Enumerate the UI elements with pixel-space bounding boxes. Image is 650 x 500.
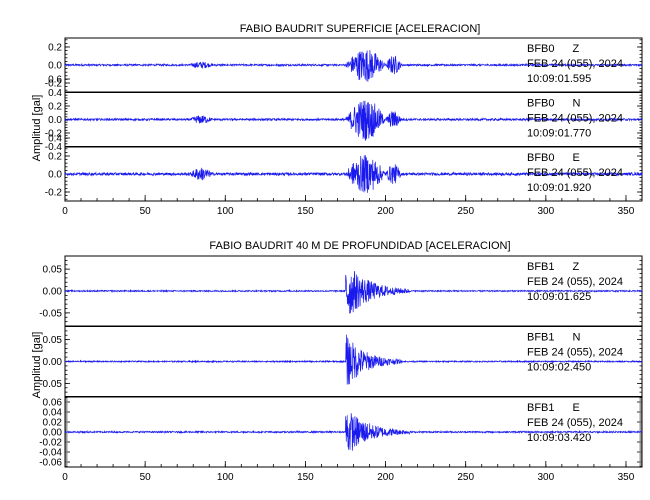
- record-time: 10:09:02.450: [527, 362, 591, 374]
- station-component-label: BFB0 N: [527, 98, 581, 110]
- y-tick-label: 0.0: [48, 61, 62, 72]
- x-tick-label: 50: [140, 472, 152, 483]
- y-tick-label: 0.6: [48, 75, 62, 86]
- chart-group-depth: FABIO BAUDRIT 40 M DE PROFUNDIDAD [ACELE…: [31, 240, 643, 483]
- x-tick-label: 150: [297, 472, 314, 483]
- chart-title-surface: FABIO BAUDRIT SUPERFICIE [ACELERACION]: [240, 23, 481, 35]
- y-tick-label: 0.05: [43, 265, 63, 276]
- record-date: FEB 24 (055), 2024: [527, 417, 623, 429]
- x-tick-label: 250: [457, 472, 474, 483]
- y-tick-label: -0.2: [45, 129, 63, 140]
- y-tick-label: -0.06: [39, 458, 62, 469]
- chart-title-depth: FABIO BAUDRIT 40 M DE PROFUNDIDAD [ACELE…: [209, 240, 510, 252]
- chart-group-surface: FABIO BAUDRIT SUPERFICIE [ACELERACION] A…: [31, 23, 643, 217]
- waveform-trace: [64, 50, 643, 82]
- y-tick-label: 0.0: [48, 170, 62, 181]
- y-tick-label: -0.05: [39, 379, 62, 390]
- record-date: FEB 24 (055), 2024: [527, 167, 623, 179]
- y-tick-label: 0.4: [48, 134, 62, 145]
- record-time: 10:09:01.625: [527, 291, 591, 303]
- y-tick-label: 0.05: [43, 335, 63, 346]
- component-code: Z: [573, 43, 580, 55]
- x-tick-label: 100: [217, 206, 234, 217]
- station-code: BFB1: [527, 332, 555, 344]
- y-tick-label: 0.0: [48, 115, 62, 126]
- y-tick-label: -0.2: [45, 79, 63, 90]
- record-date: FEB 24 (055), 2024: [527, 276, 623, 288]
- y-tick-label: -0.05: [39, 308, 62, 319]
- station-code: BFB1: [527, 261, 555, 273]
- record-time: 10:09:01.770: [527, 128, 591, 140]
- y-tick-label: -0.02: [39, 438, 62, 449]
- x-tick-label: 300: [537, 206, 554, 217]
- station-code: BFB1: [527, 402, 555, 414]
- x-tick-label: 300: [537, 472, 554, 483]
- station-code: BFB0: [527, 98, 555, 110]
- x-tick-label: 200: [377, 472, 394, 483]
- station-component-label: BFB1 E: [527, 402, 580, 414]
- station-code: BFB0: [527, 43, 555, 55]
- x-tick-label: 0: [62, 206, 68, 217]
- record-time: 10:09:01.595: [527, 73, 591, 85]
- record-time: 10:09:03.420: [527, 432, 591, 444]
- panel-bfb0-e: 0.4 0.2 0.0 -0.2 BFB0 E FEB 24 (055), 2024 10:0…: [45, 134, 643, 202]
- y-tick-label: 0.2: [48, 102, 62, 113]
- waveform-trace: [64, 334, 643, 385]
- x-tick-label: 0: [62, 472, 68, 483]
- y-axis-label-depth: Amplitud [gal]: [31, 332, 43, 399]
- record-date: FEB 24 (055), 2024: [527, 347, 623, 359]
- record-time: 10:09:01.920: [527, 182, 591, 194]
- component-code: N: [573, 332, 581, 344]
- x-tick-label: 50: [140, 206, 152, 217]
- record-date: FEB 24 (055), 2024: [527, 113, 623, 125]
- x-tick-label: 100: [217, 472, 234, 483]
- waveform-trace: [64, 155, 643, 193]
- record-date: FEB 24 (055), 2024: [527, 58, 623, 70]
- y-tick-label: 0.2: [48, 152, 62, 163]
- waveform-trace: [64, 413, 642, 451]
- y-tick-label: -0.4: [45, 142, 63, 153]
- station-component-label: BFB1 Z: [527, 261, 580, 273]
- y-tick-label: 0.04: [43, 408, 63, 419]
- waveform-trace: [64, 270, 643, 314]
- component-code: E: [573, 402, 580, 414]
- y-tick-label: 0.4: [48, 88, 62, 99]
- component-code: Z: [573, 261, 580, 273]
- station-component-label: BFB1 N: [527, 332, 581, 344]
- waveform-trace: [64, 100, 643, 141]
- panel-bfb1-e: 0.060.040.020.00-0.02-0.04-0.06 BFB1 E FEB …: [39, 396, 643, 469]
- y-axis-label-surface: Amplitud [gal]: [31, 95, 43, 162]
- panel-bfb1-z: 0.05 0.00 -0.05 BFB1 Z FEB 24 (055), 2024 10:0…: [39, 255, 643, 327]
- panel-bfb0-z: 0.2 0.0 -0.2 BFB0 Z FEB 24 (055), 2024 10:09:0…: [45, 37, 643, 93]
- panel-bfb0-n: 0.6 0.4 0.2 0.0 -0.2 -0.4 BFB0 N FEB 24 (055), 2…: [45, 75, 643, 153]
- x-tick-label: 200: [377, 206, 394, 217]
- y-tick-label: 0.06: [43, 398, 63, 409]
- panel-bfb1-n: 0.05 0.00 -0.05 BFB1 N FEB 24 (055), 2024 10:0…: [39, 326, 643, 397]
- x-tick-label: 350: [618, 472, 635, 483]
- y-tick-label: 0.00: [43, 357, 63, 368]
- station-component-label: BFB0 Z: [527, 43, 580, 55]
- y-tick-label: 0.02: [43, 418, 63, 429]
- component-code: N: [573, 98, 581, 110]
- station-component-label: BFB0 E: [527, 152, 580, 164]
- y-tick-label: 0.00: [43, 287, 63, 298]
- component-code: E: [573, 152, 580, 164]
- x-tick-label: 250: [457, 206, 474, 217]
- x-tick-label: 150: [297, 206, 314, 217]
- station-code: BFB0: [527, 152, 555, 164]
- y-tick-label: -0.2: [45, 188, 63, 199]
- y-tick-label: 0.2: [48, 43, 62, 54]
- y-tick-label: 0.00: [43, 428, 63, 439]
- x-tick-label: 350: [618, 206, 635, 217]
- y-tick-label: -0.04: [39, 448, 62, 459]
